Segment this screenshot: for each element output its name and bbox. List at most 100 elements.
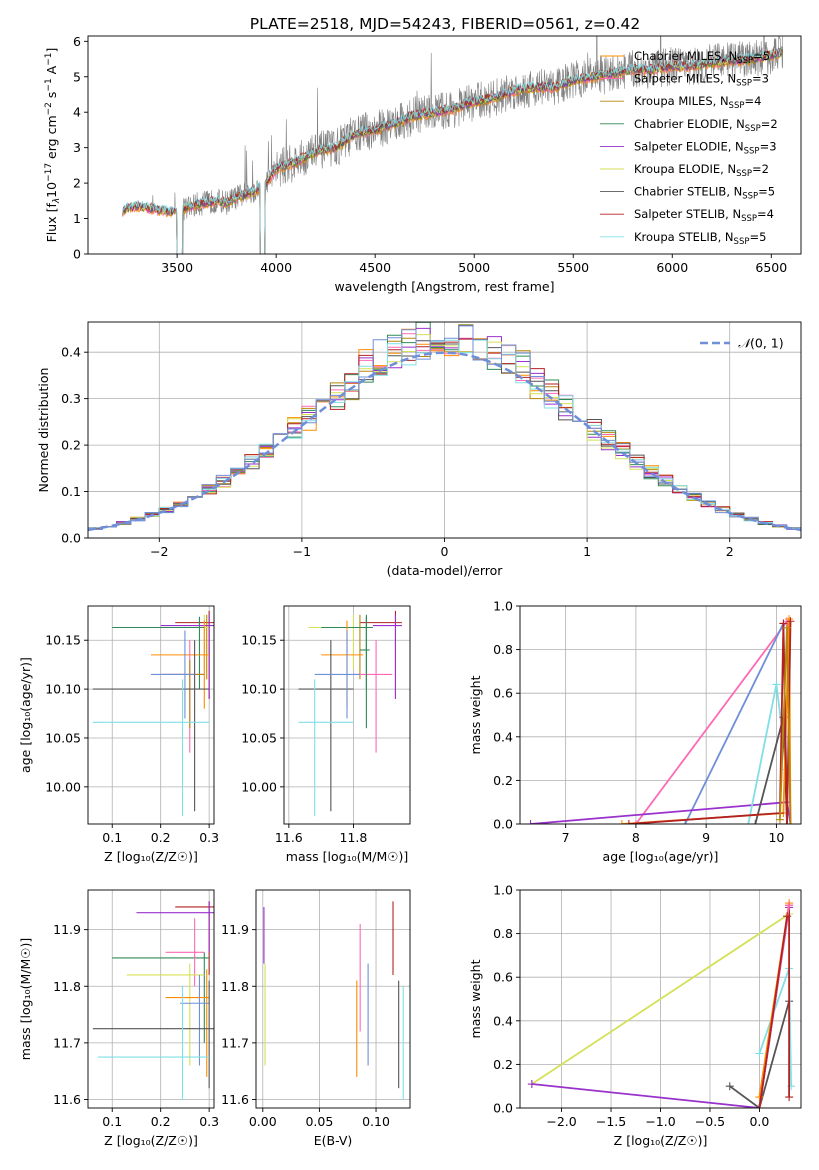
y-tick-label: 0.0 bbox=[493, 1101, 513, 1116]
y-axis-label-part: −2 bbox=[44, 102, 54, 115]
legend-entry-sub: SSP bbox=[745, 124, 761, 134]
x-tick-label: −2.0 bbox=[546, 1114, 576, 1129]
weight-marker bbox=[786, 617, 795, 626]
weight-marker bbox=[527, 1080, 536, 1089]
y-tick-label: 0.4 bbox=[61, 345, 81, 360]
y-tick-label: 10.05 bbox=[45, 730, 81, 745]
legend-entry-value: =2 bbox=[761, 117, 778, 131]
y-tick-label: 11.7 bbox=[221, 1035, 249, 1050]
y-axis-label: Flux [fλ10−17 erg cm−2 s−1 A−1] bbox=[44, 48, 62, 243]
x-tick-label: 6500 bbox=[755, 260, 787, 275]
y-axis-label: Normed distribution bbox=[36, 368, 51, 493]
weight-marker bbox=[725, 1082, 734, 1091]
legend-entry-value: =4 bbox=[744, 94, 761, 108]
x-tick-label: 0.10 bbox=[362, 1114, 390, 1129]
weight-vs-Z-panel: −2.0 −1.5 −1.0 −0.5 0.0 0.0 0.2 0.4 0.6 0.8 1.0 Z [… bbox=[468, 883, 802, 1148]
legend-entry-sub: SSP bbox=[742, 192, 758, 202]
x-tick-label: 8 bbox=[632, 830, 640, 845]
y-axis-label-part: λ bbox=[52, 198, 62, 204]
x-tick-label: −1 bbox=[293, 544, 311, 559]
legend-entry-value: =5 bbox=[758, 185, 775, 199]
y-tick-label: 11.9 bbox=[221, 922, 249, 937]
legend-entry-sub: SSP bbox=[741, 214, 757, 224]
gaussian-curve bbox=[88, 351, 801, 532]
legend-entry: Chabrier MILES, NSSP=5 bbox=[634, 49, 770, 66]
mass-vs-Z-panel: 0.1 0.2 0.3 11.6 11.7 11.8 11.9 Z [log₁₀(Z/Z☉)]… bbox=[18, 889, 219, 1148]
x-axis-label: Z [log₁₀(Z/Z☉)] bbox=[614, 1133, 708, 1148]
weight-marker bbox=[681, 820, 690, 824]
y-tick-label: 11.6 bbox=[221, 1092, 249, 1107]
y-tick-label: 1.0 bbox=[493, 883, 513, 898]
y-tick-label: 10.15 bbox=[45, 633, 81, 648]
age-vs-Z-plot-area bbox=[92, 610, 214, 817]
x-tick-label: 0.00 bbox=[249, 1114, 277, 1129]
weight-marker bbox=[782, 820, 791, 824]
weight-marker bbox=[783, 912, 792, 921]
legend-entry-sub: SSP bbox=[736, 79, 752, 89]
weight-marker bbox=[624, 820, 633, 824]
axes-frame bbox=[87, 889, 215, 1109]
legend-entry-name: Kroupa ELODIE, N bbox=[634, 162, 736, 176]
age-vs-mass-panel: 11.6 11.8 10.00 10.05 10.10 10.15 mass [log₁₀(… bbox=[241, 605, 411, 864]
weight-marker bbox=[755, 1049, 764, 1058]
legend-entry-value: =5 bbox=[753, 49, 770, 63]
x-tick-label: −0.5 bbox=[695, 1114, 725, 1129]
x-tick-label: 0.2 bbox=[151, 830, 171, 845]
y-tick-label: 0.2 bbox=[493, 1057, 513, 1072]
legend-entry-sub: SSP bbox=[736, 169, 752, 179]
weight-marker bbox=[772, 680, 781, 689]
y-tick-label: 1 bbox=[73, 211, 81, 226]
x-tick-label: 0.3 bbox=[199, 1114, 219, 1129]
weight-line-kroupa-elodie bbox=[531, 913, 790, 1085]
weight-marker bbox=[755, 1093, 764, 1102]
legend-entry-value: =3 bbox=[752, 72, 769, 86]
legend-entry: Salpeter STELIB, NSSP=4 bbox=[634, 207, 774, 224]
weight-line-blue bbox=[684, 622, 788, 824]
weight-line-salpeter-elodie bbox=[531, 1083, 760, 1108]
weight-marker bbox=[631, 820, 640, 824]
legend-entry-sub: SSP bbox=[744, 146, 760, 156]
y-tick-label: 10.00 bbox=[241, 779, 277, 794]
weight-marker bbox=[744, 820, 753, 824]
histogram-blue bbox=[88, 325, 801, 532]
legend-entry-name: Chabrier MILES, N bbox=[634, 49, 737, 63]
spectrum-panel: 3500 4000 4500 5000 5500 6000 6500 0 1 2 3 4 5 6 wavel… bbox=[44, 34, 802, 294]
y-axis-label-part: −1 bbox=[44, 78, 54, 91]
y-tick-label: 0.1 bbox=[61, 484, 81, 499]
legend-entry-value: =3 bbox=[760, 139, 777, 153]
weight-marker bbox=[785, 1093, 794, 1102]
y-axis-label: mass weight bbox=[468, 959, 483, 1038]
y-tick-label: 0.4 bbox=[493, 729, 513, 744]
weight-marker bbox=[526, 820, 535, 824]
x-tick-label: 0.3 bbox=[199, 830, 219, 845]
x-tick-label: −2 bbox=[150, 544, 168, 559]
legend-entry-name: Kroupa STELIB, N bbox=[634, 230, 734, 244]
axes-frame bbox=[519, 605, 802, 825]
weight-marker bbox=[755, 1104, 764, 1108]
residuals-plot-area bbox=[88, 322, 801, 532]
x-tick-label: 0 bbox=[441, 544, 449, 559]
weight-vs-age-plot-area bbox=[526, 615, 795, 824]
y-tick-label: 0.2 bbox=[61, 438, 81, 453]
residuals-panel: −2 −1 0 1 2 0.0 0.1 0.2 0.3 0.4 (data-model)/error… bbox=[36, 321, 802, 578]
y-tick-label: 11.8 bbox=[221, 979, 249, 994]
x-tick-label: 5000 bbox=[458, 260, 490, 275]
y-tick-label: 0.6 bbox=[493, 970, 513, 985]
x-axis-label: Z [log₁₀(Z/Z☉)] bbox=[104, 849, 198, 864]
y-tick-label: 11.9 bbox=[53, 922, 81, 937]
weight-line-chabrier-stelib bbox=[729, 1000, 790, 1108]
legend-entry: Chabrier ELODIE, NSSP=2 bbox=[634, 117, 778, 134]
x-tick-label: 0.1 bbox=[102, 830, 122, 845]
x-tick-label: 1 bbox=[583, 544, 591, 559]
x-tick-label: 6000 bbox=[656, 260, 688, 275]
legend-entry: Salpeter MILES, NSSP=3 bbox=[634, 72, 769, 89]
y-axis-label: age [log₁₀(age/yr)] bbox=[18, 657, 33, 773]
weight-vs-age-panel: 7 8 9 10 0.0 0.2 0.4 0.6 0.8 1.0 age [log₁₀(age/yr… bbox=[468, 599, 802, 864]
legend-entry-value: =4 bbox=[757, 207, 774, 221]
y-tick-label: 11.6 bbox=[53, 1092, 81, 1107]
axes-frame bbox=[87, 35, 802, 255]
panels: 3500 4000 4500 5000 5500 6000 6500 0 1 2 3 4 5 6 wavel… bbox=[18, 34, 802, 1148]
x-tick-label: −1.0 bbox=[645, 1114, 675, 1129]
x-axis-label: age [log₁₀(age/yr)] bbox=[603, 849, 719, 864]
x-tick-label: 2 bbox=[726, 544, 734, 559]
